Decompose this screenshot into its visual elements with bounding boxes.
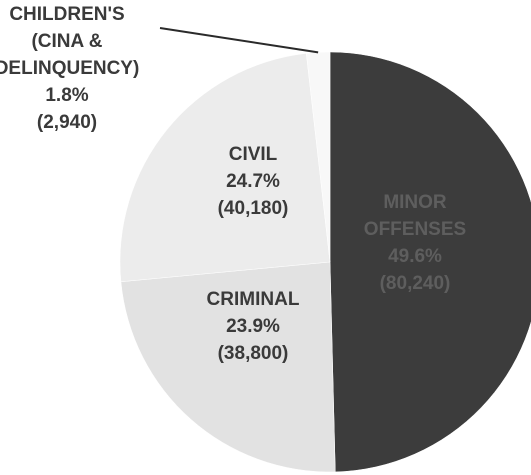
slice-label-line: OFFENSES (364, 219, 466, 240)
pie-slice-civil (119, 53, 331, 283)
pie-slice-minor-offenses (329, 51, 531, 473)
slice-label-minor-offenses: MINOR OFFENSES 49.6% (80,240) (364, 192, 466, 294)
slice-label-line: (80,240) (380, 273, 451, 294)
slice-label-criminal: CRIMINAL 23.9% (38,800) (207, 289, 300, 364)
slice-label-line: 23.9% (226, 316, 280, 337)
pie-slices (119, 51, 531, 473)
slice-label-line: (38,800) (218, 343, 289, 364)
slice-label-line: CIVIL (229, 144, 278, 165)
slice-label-line: CRIMINAL (207, 289, 300, 310)
slice-label-line: CHILDREN'S (9, 4, 124, 25)
slice-label-line: (40,180) (218, 198, 289, 219)
slice-label-line: (2,940) (37, 112, 97, 133)
slice-label-line: 24.7% (226, 171, 280, 192)
slice-label-line: 49.6% (388, 246, 442, 267)
leader-lines (159, 27, 319, 54)
leader-line-childrens (159, 27, 319, 54)
slice-label-line: 1.8% (45, 85, 88, 106)
pie-slice-criminal (120, 261, 336, 473)
pie-slice-children-s-cina-delinquency (306, 51, 331, 263)
slice-label-civil: CIVIL 24.7% (40,180) (218, 144, 289, 219)
slice-label-line: MINOR (383, 192, 447, 213)
slice-labels: MINOR OFFENSES 49.6% (80,240) CRIMINAL 23.9% (… (0, 4, 466, 364)
slice-label-line: DELINQUENCY) (0, 58, 139, 79)
slice-label-line: (CINA & (31, 31, 102, 52)
slice-label-children-s-cina-delinquency: CHILDREN'S (CINA & DELINQUENCY) 1.8% (2,940) (0, 4, 139, 133)
